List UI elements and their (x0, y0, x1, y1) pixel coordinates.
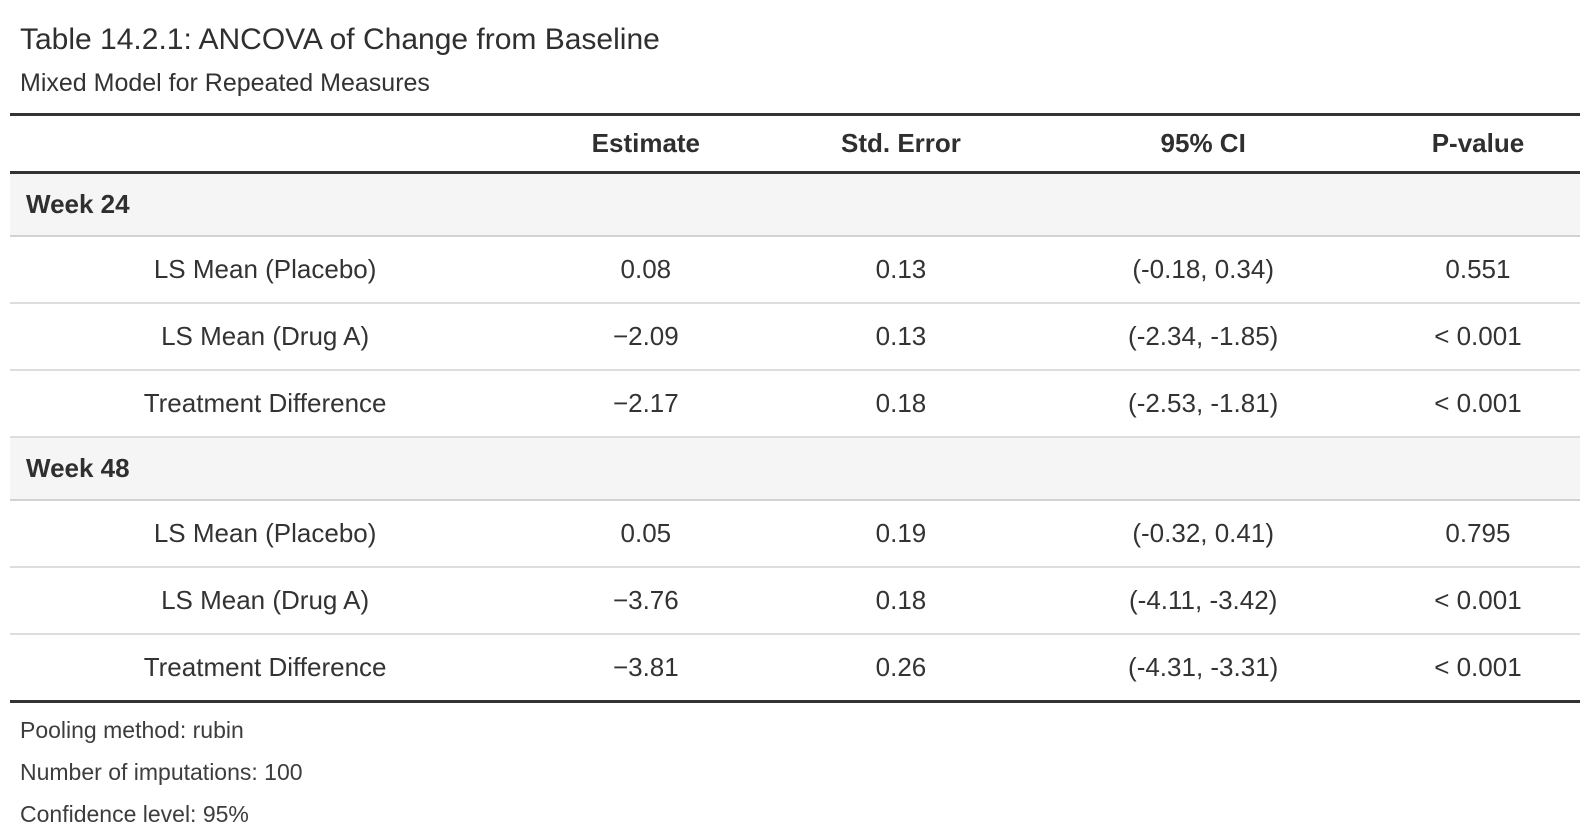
cell-estimate: −2.09 (520, 303, 772, 371)
column-header-row: Estimate Std. Error 95% CI P-value (10, 114, 1580, 174)
footnote-pooling-method: Pooling method: rubin (20, 717, 244, 743)
cell-std-error: 0.19 (771, 500, 1031, 568)
table-row: LS Mean (Placebo) 0.08 0.13 (-0.18, 0.34… (10, 236, 1580, 304)
cell-estimate: 0.05 (520, 500, 772, 568)
row-label: LS Mean (Placebo) (10, 500, 521, 568)
table-footnotes: Pooling method: rubin Number of imputati… (10, 716, 1580, 828)
cell-estimate: 0.08 (520, 236, 772, 304)
table-row: Treatment Difference −2.17 0.18 (-2.53, … (10, 370, 1580, 438)
cell-ci: (-2.53, -1.81) (1030, 370, 1376, 438)
section-label: Week 24 (10, 172, 1580, 237)
cell-p-value: < 0.001 (1375, 303, 1580, 371)
cell-p-value: < 0.001 (1375, 634, 1580, 702)
cell-ci: (-2.34, -1.85) (1030, 303, 1376, 371)
table-row: LS Mean (Drug A) −3.76 0.18 (-4.11, -3.4… (10, 567, 1580, 635)
cell-ci: (-0.32, 0.41) (1030, 500, 1376, 568)
footnote-confidence-level: Confidence level: 95% (20, 801, 249, 827)
column-header-stub (10, 114, 521, 174)
table-row: LS Mean (Drug A) −2.09 0.13 (-2.34, -1.8… (10, 303, 1580, 371)
cell-std-error: 0.18 (771, 567, 1031, 635)
column-header-std-error: Std. Error (771, 114, 1031, 174)
column-header-estimate: Estimate (520, 114, 772, 174)
cell-ci: (-4.11, -3.42) (1030, 567, 1376, 635)
table-row: LS Mean (Placebo) 0.05 0.19 (-0.32, 0.41… (10, 500, 1580, 568)
section-header-week-48: Week 48 (10, 437, 1580, 501)
results-table: Estimate Std. Error 95% CI P-value Week … (10, 113, 1580, 703)
row-label: LS Mean (Placebo) (10, 236, 521, 304)
cell-estimate: −2.17 (520, 370, 772, 438)
cell-p-value: 0.795 (1375, 500, 1580, 568)
cell-std-error: 0.13 (771, 303, 1031, 371)
column-header-95ci: 95% CI (1030, 114, 1376, 174)
row-label: Treatment Difference (10, 370, 521, 438)
section-label: Week 48 (10, 437, 1580, 501)
page-subtitle: Mixed Model for Repeated Measures (20, 69, 430, 97)
row-label: LS Mean (Drug A) (10, 303, 521, 371)
cell-estimate: −3.81 (520, 634, 772, 702)
cell-p-value: < 0.001 (1375, 370, 1580, 438)
column-header-p-value: P-value (1375, 114, 1580, 174)
cell-ci: (-4.31, -3.31) (1030, 634, 1376, 702)
cell-estimate: −3.76 (520, 567, 772, 635)
footnote-imputations: Number of imputations: 100 (20, 759, 303, 785)
row-label: Treatment Difference (10, 634, 521, 702)
cell-ci: (-0.18, 0.34) (1030, 236, 1376, 304)
cell-p-value: < 0.001 (1375, 567, 1580, 635)
row-label: LS Mean (Drug A) (10, 567, 521, 635)
cell-std-error: 0.13 (771, 236, 1031, 304)
table-row: Treatment Difference −3.81 0.26 (-4.31, … (10, 634, 1580, 702)
cell-std-error: 0.18 (771, 370, 1031, 438)
cell-p-value: 0.551 (1375, 236, 1580, 304)
section-header-week-24: Week 24 (10, 172, 1580, 237)
page-title: Table 14.2.1: ANCOVA of Change from Base… (20, 23, 660, 56)
cell-std-error: 0.26 (771, 634, 1031, 702)
